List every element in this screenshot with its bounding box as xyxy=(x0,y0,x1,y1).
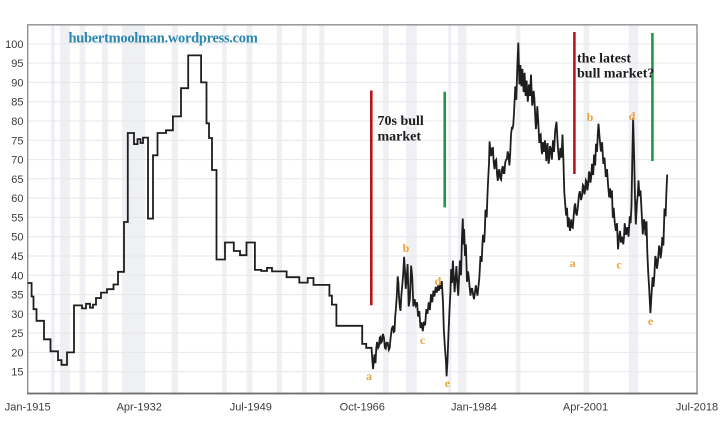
svg-text:30: 30 xyxy=(11,309,23,321)
svg-text:60: 60 xyxy=(11,193,23,205)
svg-text:market: market xyxy=(378,130,422,145)
svg-text:Jan-1915: Jan-1915 xyxy=(5,402,51,414)
svg-text:Oct-1966: Oct-1966 xyxy=(340,402,385,414)
svg-text:100: 100 xyxy=(5,39,23,51)
svg-text:a: a xyxy=(366,369,372,383)
svg-text:hubertmoolman.wordpress.com: hubertmoolman.wordpress.com xyxy=(69,31,258,47)
svg-text:d: d xyxy=(435,274,442,288)
svg-text:40: 40 xyxy=(11,270,23,282)
svg-text:70: 70 xyxy=(11,155,23,167)
svg-text:Jul-1949: Jul-1949 xyxy=(230,402,272,414)
svg-text:a: a xyxy=(570,256,576,270)
svg-text:bull market?: bull market? xyxy=(577,67,654,82)
svg-text:d: d xyxy=(629,109,636,123)
svg-text:85: 85 xyxy=(11,97,23,109)
svg-text:e: e xyxy=(648,314,654,328)
svg-text:the latest: the latest xyxy=(577,52,631,67)
svg-text:e: e xyxy=(445,376,451,390)
svg-text:45: 45 xyxy=(11,251,23,263)
svg-text:35: 35 xyxy=(11,290,23,302)
svg-text:55: 55 xyxy=(11,212,23,224)
svg-text:c: c xyxy=(420,333,426,347)
svg-text:65: 65 xyxy=(11,174,23,186)
svg-text:b: b xyxy=(403,241,410,255)
svg-text:c: c xyxy=(616,258,622,272)
svg-text:15: 15 xyxy=(11,367,23,379)
svg-text:25: 25 xyxy=(11,328,23,340)
svg-text:80: 80 xyxy=(11,116,23,128)
svg-text:50: 50 xyxy=(11,232,23,244)
svg-text:Apr-1932: Apr-1932 xyxy=(117,402,162,414)
svg-text:20: 20 xyxy=(11,347,23,359)
svg-text:70s bull: 70s bull xyxy=(378,114,424,129)
svg-text:Jul-2018: Jul-2018 xyxy=(676,402,718,414)
svg-text:Apr-2001: Apr-2001 xyxy=(563,402,608,414)
svg-text:95: 95 xyxy=(11,58,23,70)
svg-text:75: 75 xyxy=(11,135,23,147)
svg-text:90: 90 xyxy=(11,77,23,89)
svg-text:Jan-1984: Jan-1984 xyxy=(451,402,497,414)
svg-text:b: b xyxy=(587,110,594,124)
